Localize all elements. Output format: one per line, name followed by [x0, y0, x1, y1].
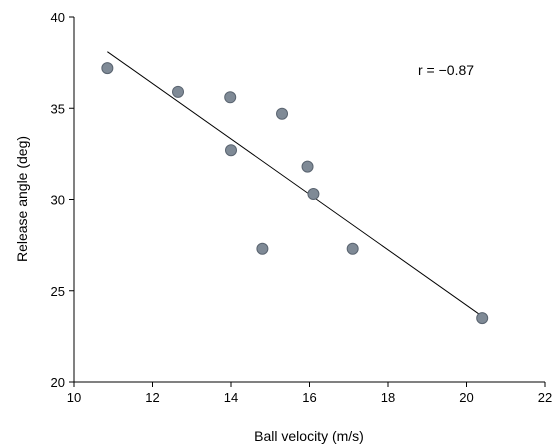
x-axis-title: Ball velocity (m/s)	[254, 428, 364, 444]
data-point	[224, 91, 237, 104]
x-tick-label: 12	[145, 390, 159, 405]
data-point	[346, 242, 359, 255]
x-tick-label: 10	[67, 390, 81, 405]
data-points	[101, 62, 489, 325]
x-axis-ticks: 10 12 14 16 18 20 22	[67, 382, 552, 405]
data-point	[172, 85, 185, 98]
data-point	[301, 160, 314, 173]
data-point	[225, 144, 237, 157]
y-tick-label: 40	[51, 10, 65, 25]
data-point	[276, 107, 289, 120]
y-tick-label: 25	[51, 284, 65, 299]
x-tick-label: 18	[381, 390, 395, 405]
y-axis-title: Release angle (deg)	[14, 136, 30, 262]
y-tick-label: 30	[51, 193, 65, 208]
x-tick-label: 22	[538, 390, 552, 405]
x-tick-label: 20	[459, 390, 473, 405]
correlation-annotation: r = −0.87	[418, 62, 474, 78]
x-tick-label: 16	[302, 390, 316, 405]
data-point	[256, 242, 269, 255]
data-point	[307, 188, 320, 201]
data-point	[476, 312, 489, 325]
y-axis-ticks: 20 25 30 35 40	[51, 10, 74, 390]
y-tick-label: 35	[51, 101, 65, 116]
x-tick-label: 14	[224, 390, 238, 405]
data-point	[101, 62, 114, 75]
plot-area: 10 12 14 16 18 20 22 20 25 30 35 40	[51, 10, 553, 405]
y-tick-label: 20	[51, 375, 65, 390]
trendline	[107, 51, 483, 317]
